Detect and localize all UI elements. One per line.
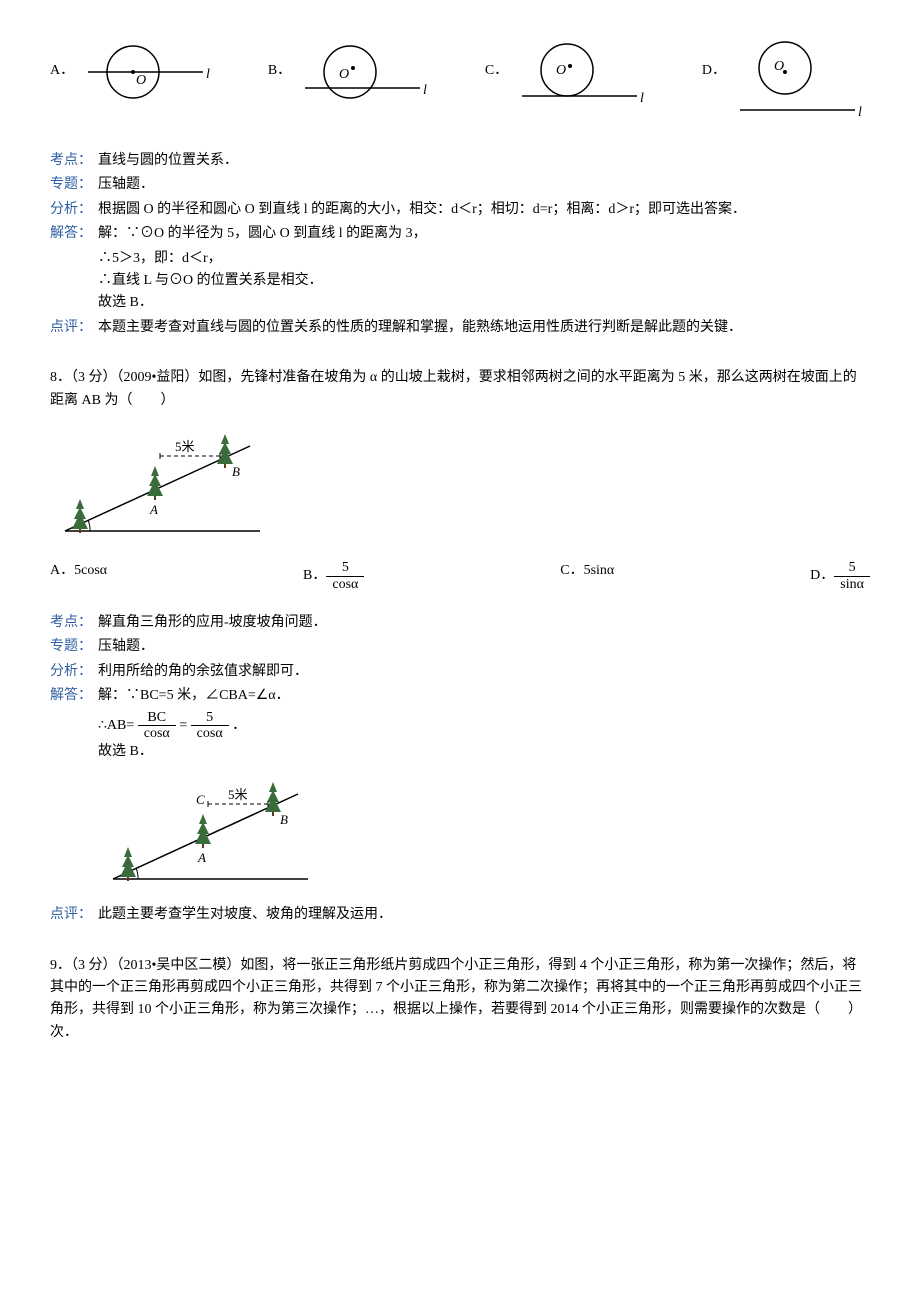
fraction: BCcosα	[138, 710, 176, 742]
q7-analysis: 考点：直线与圆的位置关系． 专题：压轴题． 分析：根据圆 O 的半径和圆心 O …	[50, 150, 870, 339]
fraction: 5cosα	[191, 710, 229, 742]
eq-sign: =	[179, 718, 187, 733]
zhuanti-text: 压轴题．	[98, 174, 870, 196]
svg-text:5米: 5米	[228, 787, 248, 802]
fenxi-label: 分析：	[50, 199, 98, 221]
option-label: C．	[485, 60, 508, 82]
option-label: B．	[303, 568, 326, 583]
svg-text:O: O	[774, 59, 784, 74]
q7-option-c[interactable]: C． O l	[485, 40, 652, 120]
jieda-label: 解答：	[50, 685, 98, 707]
period: ．	[232, 718, 246, 733]
q8-options-row: A．5cosα B．5cosα C．5sinα D．5sinα	[50, 560, 870, 592]
svg-text:l: l	[206, 67, 210, 82]
q8-analysis: 考点：解直角三角形的应用-坡度坡角问题． 专题：压轴题． 分析：利用所给的角的余…	[50, 612, 870, 927]
dianping-text: 此题主要考查学生对坡度、坡角的理解及运用．	[98, 904, 870, 926]
dianping-text: 本题主要考查对直线与圆的位置关系的性质的理解和掌握，能熟练地运用性质进行判断是解…	[98, 317, 870, 339]
jieda-label: 解答：	[50, 223, 98, 245]
q7-option-b[interactable]: B． O l	[268, 40, 435, 120]
svg-text:l: l	[423, 83, 427, 98]
kaodian-text: 直线与圆的位置关系．	[98, 150, 870, 172]
zhuanti-label: 专题：	[50, 174, 98, 196]
svg-text:O: O	[136, 73, 146, 88]
svg-text:A: A	[197, 850, 206, 865]
fraction: 5sinα	[834, 560, 870, 592]
svg-text:A: A	[149, 502, 158, 517]
svg-text:l: l	[640, 91, 644, 106]
slope-trees-diagram-with-c-icon: α A B 5米 C	[98, 764, 318, 894]
dianping-label: 点评：	[50, 904, 98, 926]
jieda-line: 故选 B．	[98, 292, 870, 314]
q7-option-a[interactable]: A． O l	[50, 40, 218, 120]
circle-tangent-icon: O l	[512, 40, 652, 120]
ab-eq-prefix: ∴AB=	[98, 718, 134, 733]
zhuanti-label: 专题：	[50, 636, 98, 658]
option-text: 5sinα	[584, 563, 615, 578]
svg-text:B: B	[280, 812, 288, 827]
circle-separate-icon: O l	[730, 40, 870, 120]
option-label: A．	[50, 563, 74, 578]
fenxi-label: 分析：	[50, 661, 98, 683]
kaodian-label: 考点：	[50, 150, 98, 172]
option-label: D．	[810, 568, 834, 583]
jieda-line: ∴AB= BCcosα = 5cosα ．	[98, 710, 870, 742]
q8-option-b[interactable]: B．5cosα	[303, 560, 364, 592]
svg-text:C: C	[196, 792, 205, 807]
kaodian-text: 解直角三角形的应用-坡度坡角问题．	[98, 612, 870, 634]
q8-option-d[interactable]: D．5sinα	[810, 560, 870, 592]
option-label: B．	[268, 60, 291, 82]
option-label: A．	[50, 60, 74, 82]
jieda-line: 解：∵BC=5 米，∠CBA=∠α．	[98, 685, 870, 707]
q8-option-c[interactable]: C．5sinα	[560, 560, 614, 582]
fenxi-text: 利用所给的角的余弦值求解即可．	[98, 661, 870, 683]
q8-stem: 8．（3 分）（2009•益阳）如图，先锋村准备在坡角为 α 的山坡上栽树，要求…	[50, 367, 870, 412]
q7-options-row: A． O l B． O l C． O l D．	[50, 40, 870, 120]
svg-text:B: B	[232, 464, 240, 479]
kaodian-label: 考点：	[50, 612, 98, 634]
jieda-line: ∴5＞3，即：d＜r，	[98, 248, 870, 270]
q7-option-d[interactable]: D． O l	[702, 40, 870, 120]
jieda-line: 故选 B．	[98, 741, 870, 763]
svg-text:O: O	[339, 67, 349, 82]
jieda-line: ∴直线 L 与⊙O 的位置关系是相交．	[98, 270, 870, 292]
svg-text:O: O	[556, 63, 566, 78]
q8-option-a[interactable]: A．5cosα	[50, 560, 107, 582]
option-label: C．	[560, 563, 583, 578]
dianping-label: 点评：	[50, 317, 98, 339]
fenxi-text: 根据圆 O 的半径和圆心 O 到直线 l 的距离的大小，相交：d＜r；相切：d=…	[98, 199, 870, 221]
jieda-line: 解：∵⊙O 的半径为 5，圆心 O 到直线 l 的距离为 3，	[98, 223, 870, 245]
circle-secant-offset-icon: O l	[295, 40, 435, 120]
zhuanti-text: 压轴题．	[98, 636, 870, 658]
slope-trees-diagram-icon: α A B 5米	[50, 416, 270, 546]
circle-secant-center-icon: O l	[78, 40, 218, 120]
svg-text:5米: 5米	[175, 439, 195, 454]
q9-stem: 9．（3 分）（2013•吴中区二模）如图，将一张正三角形纸片剪成四个小正三角形…	[50, 955, 870, 1045]
fraction: 5cosα	[326, 560, 364, 592]
svg-text:l: l	[858, 105, 862, 120]
option-text: 5cosα	[74, 563, 107, 578]
option-label: D．	[702, 60, 726, 82]
